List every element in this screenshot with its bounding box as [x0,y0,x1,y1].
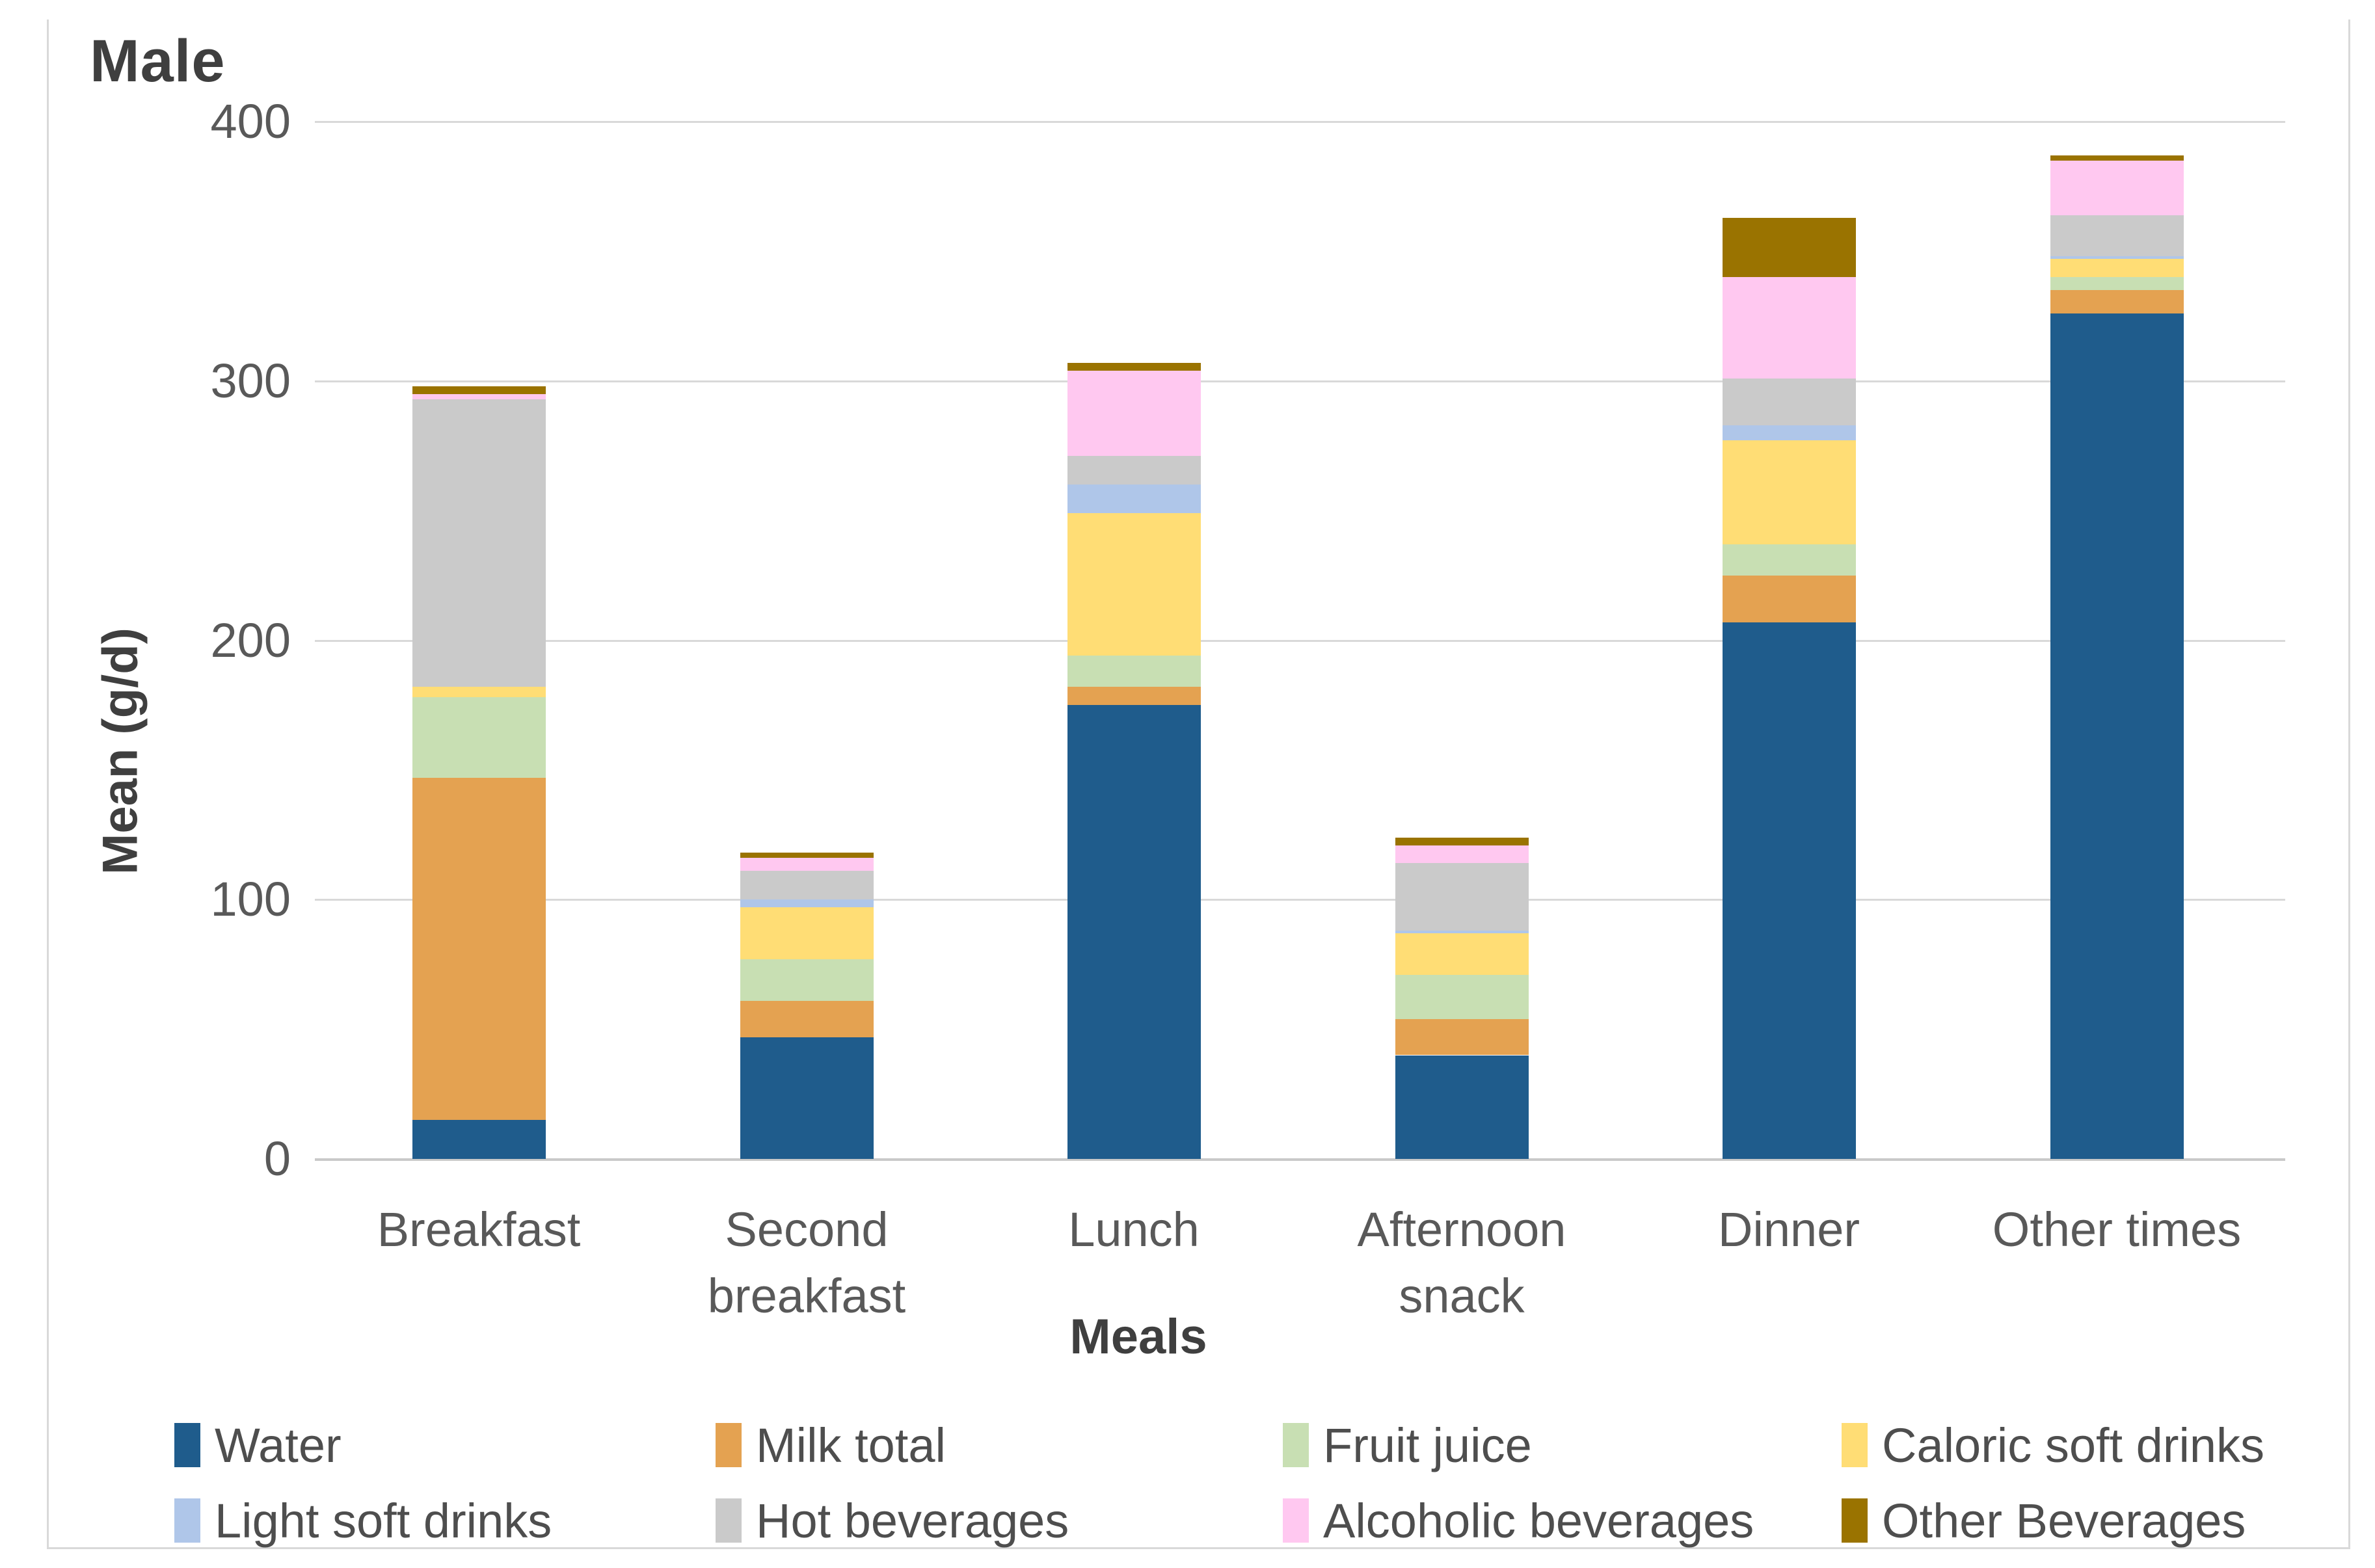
bar-segment [1395,1018,1529,1056]
gridline [315,639,2285,642]
x-axis-title: Meals [1069,1309,1207,1364]
legend-label: Water [215,1418,342,1472]
bar-segment [1067,370,1201,457]
bar-segment [1067,362,1201,371]
legend-item: Caloric soft drinks [1842,1418,2265,1472]
legend-label: Other Beverages [1882,1493,2246,1548]
bar-segment [1395,837,1529,845]
bar-segment [2050,259,2184,278]
bar-segment [740,959,874,1001]
legend-item: Hot beverages [716,1493,1069,1548]
legend-label: Fruit juice [1323,1418,1532,1472]
figure-border [47,20,2350,1549]
legend-item: Water [174,1418,342,1472]
legend-swatch [1842,1498,1868,1543]
category-label: Breakfast [377,1203,581,1256]
bar-segment [2050,155,2184,161]
bar-segment [1067,513,1201,656]
bar-segment [1722,378,1856,425]
legend-swatch [174,1423,200,1467]
y-tick-label: 0 [263,1132,291,1186]
gridline [315,899,2285,901]
bar-segment [1722,277,1856,379]
bar-segment [2050,313,2184,1159]
bar-segment [740,899,874,908]
bar-segment [1395,863,1529,931]
y-tick-label: 400 [210,94,291,148]
category-label: Afternoon snack [1357,1203,1566,1323]
bar-segment [1722,622,1856,1159]
y-tick-label: 100 [210,872,291,927]
bar-segment [1067,705,1201,1159]
legend-item: Other Beverages [1842,1493,2246,1548]
bar-segment [1067,456,1201,485]
legend-label: Milk total [756,1418,946,1472]
bar-segment [412,777,546,1121]
category-label: Dinner [1718,1203,1860,1256]
bar-segment [412,1120,546,1159]
bar-segment [1395,845,1529,864]
gridline [315,1158,2285,1161]
category-label: Lunch [1068,1203,1200,1256]
bar-segment [2050,160,2184,215]
bar-segment [412,393,546,399]
gridline [315,121,2285,123]
legend-label: Alcoholic beverages [1323,1493,1754,1548]
bar-segment [1722,217,1856,278]
bar-segment [2050,215,2184,257]
bar-segment [2050,277,2184,291]
legend-item: Milk total [716,1418,946,1472]
bar-segment [412,687,546,698]
bar-segment [412,399,546,687]
legend-swatch [174,1498,200,1543]
bar-segment [740,871,874,900]
bar-segment [740,853,874,858]
bar-segment [1722,440,1856,544]
legend-swatch [716,1423,742,1467]
bar-segment [1722,575,1856,622]
bar-segment [2050,256,2184,259]
legend-item: Alcoholic beverages [1283,1493,1754,1548]
legend-swatch [1283,1423,1309,1467]
legend-label: Caloric soft drinks [1882,1418,2265,1472]
legend-swatch [1842,1423,1868,1467]
category-label: Other times [1992,1203,2242,1256]
chart-title: Male [90,28,226,94]
legend-item: Fruit juice [1283,1418,1532,1472]
bar-segment [1395,933,1529,975]
legend-label: Hot beverages [756,1493,1069,1548]
bar-segment [1067,687,1201,706]
bar-segment [412,386,546,394]
legend-label: Light soft drinks [215,1493,552,1548]
bar-segment [1395,1055,1529,1159]
y-tick-label: 300 [210,353,291,408]
gridline [315,380,2285,382]
legend-swatch [1283,1498,1309,1543]
bar-segment [1067,485,1201,514]
bar-segment [1067,656,1201,687]
y-tick-label: 200 [210,613,291,667]
bar-segment [740,907,874,959]
bar-segment [740,1000,874,1037]
bar-segment [1395,974,1529,1019]
bar-segment [1722,544,1856,576]
bar-segment [1722,425,1856,441]
legend-item: Light soft drinks [174,1493,552,1548]
bar-segment [2050,290,2184,314]
bar-segment [740,1037,874,1159]
legend-swatch [716,1498,742,1543]
bar-segment [412,697,546,778]
bar-segment [740,858,874,871]
category-label: Second breakfast [707,1203,906,1323]
bar-segment [1395,931,1529,934]
